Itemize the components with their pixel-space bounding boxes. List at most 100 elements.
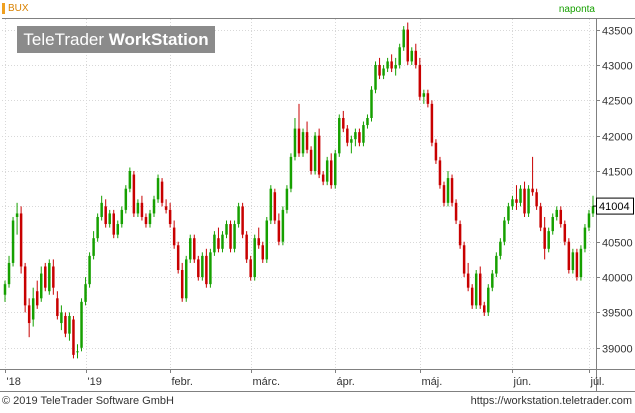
y-tick-label: 39500 [602,308,633,320]
candle-down [346,125,349,147]
candle-body [378,64,381,76]
candle-down [438,156,442,189]
candle-body [261,245,265,260]
candle-body [531,188,534,193]
candle-down [430,100,434,147]
candle-body [329,160,333,186]
y-tick-label: 39000 [602,344,633,356]
y-tick-label: 40000 [602,273,633,285]
candle-up [394,57,397,76]
candle-up [410,47,414,65]
y-tick-label: 43000 [602,61,633,73]
candle-body [221,234,224,249]
candle-down [478,266,482,309]
candle-down [160,178,164,207]
x-tick-label: febr. [172,376,193,388]
candle-body [362,125,365,143]
symbol-label: BUX [8,3,29,14]
candle-up [289,153,293,193]
candle-body [124,188,128,210]
interval-label[interactable]: naponta [558,4,595,15]
candle-down [104,199,107,228]
candle-up [422,89,426,104]
candle-down [466,262,470,292]
candle-up [88,252,91,288]
candle-down [52,259,55,295]
candle-up [382,64,385,80]
candle-body [325,160,329,182]
candle-body [132,174,136,214]
candle-body [515,199,518,203]
candle-body [164,206,168,210]
candle-body [587,213,591,228]
x-tick-label: '19 [88,376,102,388]
candle-body [23,266,27,306]
candle-body [398,47,401,65]
y-tick-label: 43500 [602,26,633,38]
candle-body [301,132,305,154]
candle-up [76,344,79,359]
candle-up [48,259,51,295]
candle-body [209,252,212,285]
candle-body [172,227,176,246]
candle-up [555,206,559,221]
candle-body [144,216,148,225]
candle-down [19,206,23,274]
grid-lines [2,19,596,369]
candle-up [519,185,522,207]
candle-body [579,248,583,278]
candle-up [338,114,341,157]
candle-body [523,188,526,214]
candle-body [3,284,7,295]
candle-body [507,206,510,221]
candle-up [221,231,224,253]
candle-body [394,64,397,69]
candle-up [189,234,192,263]
candle-body [450,178,454,203]
candle-body [426,93,430,104]
candle-down [450,174,454,207]
symbol-legend[interactable]: BUX [2,3,29,14]
candle-body [563,224,567,242]
candle-up [84,277,87,306]
candle-down [197,255,200,281]
candle-body [72,319,75,355]
candle-up [233,220,236,253]
candle-body [273,192,277,221]
candle-body [342,117,345,129]
candle-body [503,220,506,242]
candle-up [269,185,273,225]
candle-up [201,252,204,281]
y-tick-label: 42000 [602,132,633,144]
candle-body [180,270,184,299]
candle-body [338,117,341,154]
candle-up [579,245,583,281]
candle-up [325,156,329,186]
candle-down [358,128,361,147]
candle-body [438,160,442,186]
x-tick-label: márc. [253,376,281,388]
source-url-link[interactable]: https://workstation.teletrader.com [470,395,632,407]
candle-body [112,213,115,235]
candle-body [478,273,482,306]
candle-body [571,252,575,271]
candle-body [462,245,466,274]
candle-body [350,139,353,143]
candle-body [434,142,438,161]
candle-body [136,202,140,214]
candle-body [160,181,164,203]
candle-body [366,117,369,126]
candle-body [402,29,405,48]
candle-up [547,227,550,253]
candle-body [193,238,196,260]
candle-down [112,209,115,239]
candle-up [374,61,377,94]
candle-body [495,255,498,274]
candle-body [39,273,43,299]
candle-up [60,305,63,331]
last-value-label: 41004 [599,201,630,213]
candle-up [398,43,401,69]
candle-body [583,227,587,249]
